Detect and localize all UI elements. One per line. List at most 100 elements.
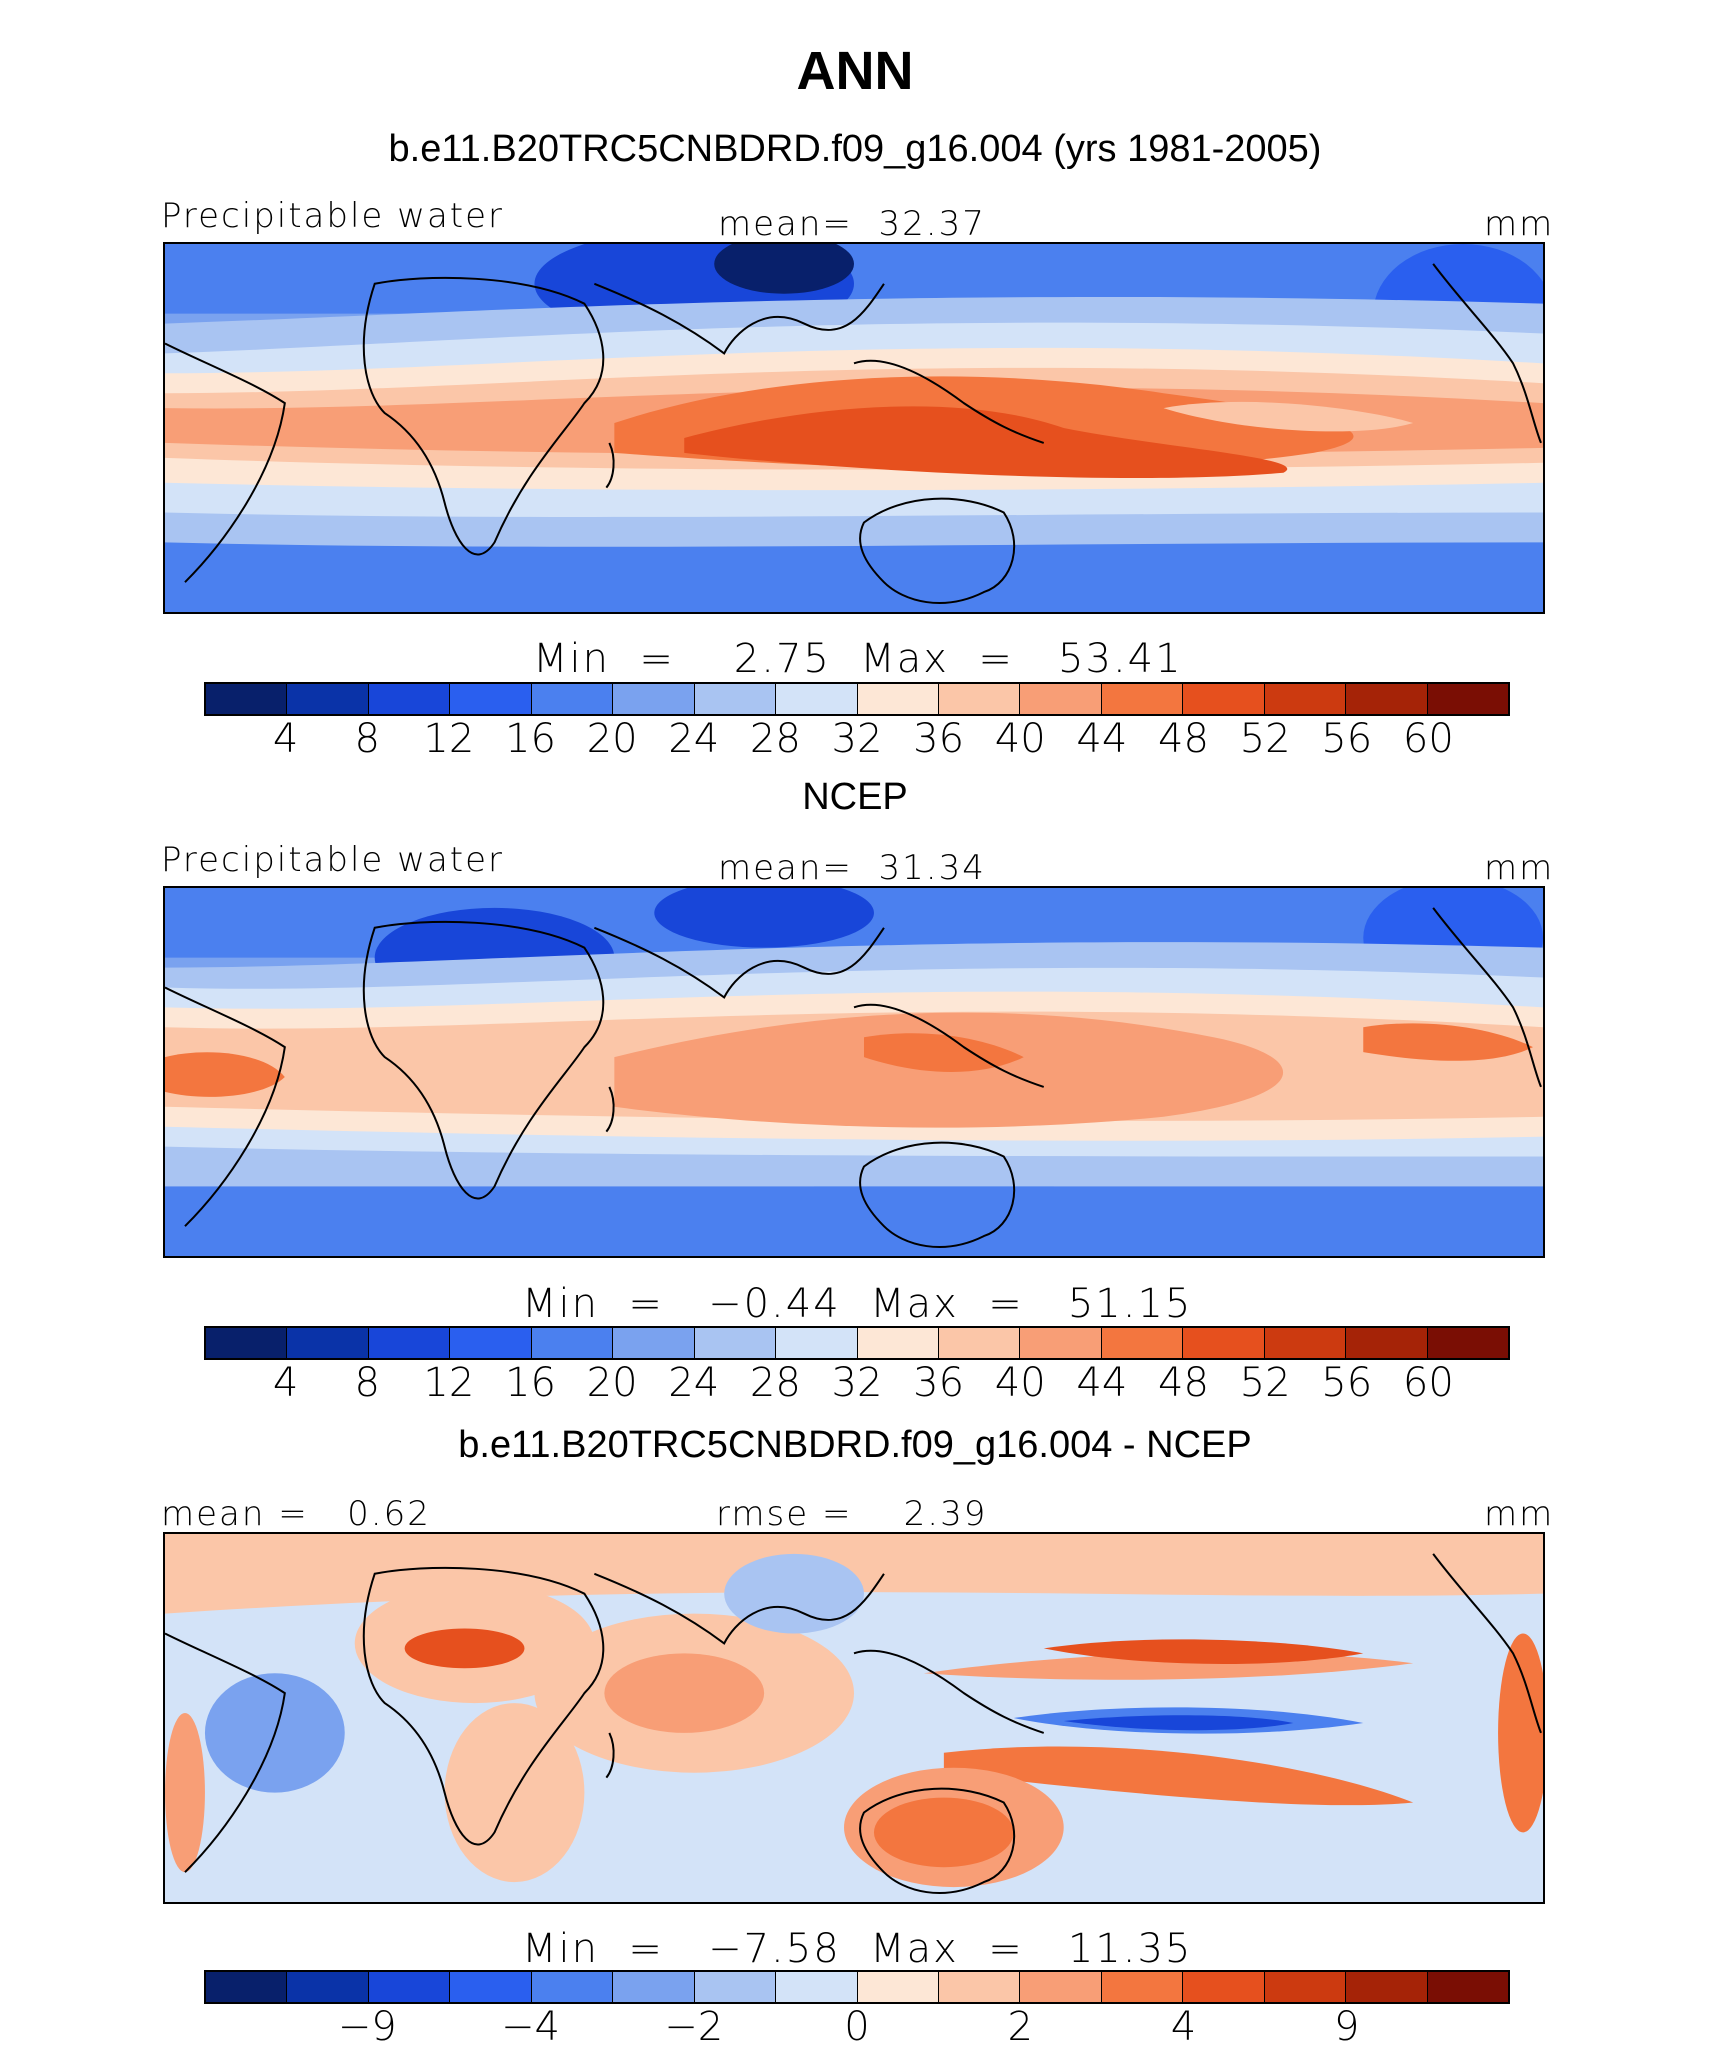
colorbar-box	[206, 684, 288, 714]
colorbar-tick-label: 32	[831, 1360, 883, 1406]
panel-2-variable-label: Precipitable water	[161, 840, 505, 880]
colorbar-tick-label: 2	[1007, 2004, 1033, 2050]
colorbar-box	[1264, 1972, 1347, 2002]
colorbar-box	[1183, 684, 1265, 714]
colorbar-tick-label: 24	[668, 716, 720, 762]
colorbar-box	[613, 1972, 695, 2002]
colorbar-box	[776, 684, 858, 714]
colorbar-box	[1346, 1328, 1428, 1358]
colorbar-box	[1264, 684, 1347, 714]
colorbar-box	[1264, 1328, 1347, 1358]
panel-3-mean-label: mean = 0.62	[161, 1494, 431, 1534]
panel-1-variable-label: Precipitable water	[161, 196, 505, 236]
colorbar-box	[1183, 1972, 1265, 2002]
panel-2-map	[163, 886, 1545, 1258]
colorbar-tick-label: 16	[505, 1360, 556, 1406]
panel-1-units-label: mm	[1484, 204, 1555, 244]
panel-2-subtitle: NCEP	[802, 776, 908, 818]
panel-2-units-label: mm	[1484, 848, 1555, 888]
colorbar-tick-label: 9	[1334, 2004, 1360, 2050]
panel-2-colorbar	[204, 1326, 1510, 1360]
colorbar-tick-label: 16	[505, 716, 556, 762]
colorbar-box	[694, 1972, 777, 2002]
colorbar-box	[1427, 684, 1508, 714]
colorbar-box	[857, 1328, 939, 1358]
panel-3-minmax: Min = −7.58 Max = 11.35	[522, 1926, 1193, 1972]
colorbar-box	[776, 1328, 858, 1358]
colorbar-box	[694, 684, 777, 714]
colorbar-box	[613, 1328, 695, 1358]
colorbar-tick-label: −4	[501, 2004, 560, 2050]
colorbar-tick-label: 60	[1402, 1360, 1454, 1406]
colorbar-box	[287, 1972, 369, 2002]
precipitable-water-ncep-map-icon	[165, 888, 1543, 1256]
colorbar-tick-label: −9	[337, 2004, 397, 2050]
panel-3-subtitle: b.e11.B20TRC5CNBDRD.f09_g16.004 - NCEP	[458, 1424, 1252, 1466]
colorbar-box	[938, 1328, 1021, 1358]
colorbar-box	[1020, 1972, 1102, 2002]
colorbar-box	[287, 684, 369, 714]
colorbar-box	[450, 1972, 532, 2002]
colorbar-tick-label: 52	[1239, 716, 1291, 762]
colorbar-tick-label: 44	[1076, 716, 1128, 762]
colorbar-tick-label: 40	[994, 716, 1046, 762]
colorbar-box	[1101, 1328, 1184, 1358]
colorbar-box	[1346, 684, 1428, 714]
colorbar-tick-label: 28	[749, 716, 801, 762]
colorbar-tick-label: 4	[272, 716, 299, 762]
colorbar-tick-label: 48	[1158, 716, 1209, 762]
colorbar-tick-label: 40	[994, 1360, 1046, 1406]
colorbar-box	[694, 1328, 777, 1358]
colorbar-box	[1101, 684, 1184, 714]
colorbar-box	[450, 684, 532, 714]
panel-1-map	[163, 242, 1545, 614]
colorbar-tick-label: 56	[1321, 1360, 1373, 1406]
colorbar-box	[857, 1972, 939, 2002]
colorbar-tick-label: 8	[354, 1360, 380, 1406]
panel-2-colorbar-ticks: 4 8 12 16 20 24 28 32 36 40 44 48 52 56 60	[0, 1360, 1710, 1406]
colorbar-tick-label: 12	[423, 1360, 475, 1406]
page-title: ANN	[796, 41, 914, 101]
colorbar-tick-label: 8	[354, 716, 380, 762]
colorbar-box	[206, 1328, 288, 1358]
colorbar-tick-label: 36	[913, 1360, 965, 1406]
colorbar-tick-label: 20	[586, 1360, 638, 1406]
colorbar-tick-label: 56	[1321, 716, 1373, 762]
panel-2-minmax: Min = −0.44 Max = 51.15	[522, 1281, 1193, 1327]
colorbar-tick-label: 20	[586, 716, 638, 762]
panel-2-mean-label: mean= 31.34	[718, 848, 986, 888]
colorbar-box	[531, 1328, 614, 1358]
colorbar-box	[1020, 684, 1102, 714]
panel-3-colorbar	[204, 1970, 1510, 2004]
colorbar-tick-label: −2	[664, 2004, 724, 2050]
colorbar-box	[1427, 1328, 1508, 1358]
colorbar-box	[368, 1972, 451, 2002]
colorbar-box	[368, 684, 451, 714]
colorbar-box	[613, 684, 695, 714]
colorbar-tick-label: 4	[1170, 2004, 1197, 2050]
colorbar-box	[368, 1328, 451, 1358]
panel-3-units-label: mm	[1484, 1494, 1555, 1534]
colorbar-box	[938, 1972, 1021, 2002]
colorbar-box	[1346, 1972, 1428, 2002]
panel-1-minmax: Min = 2.75 Max = 53.41	[533, 636, 1183, 682]
precipitable-water-model-map-icon	[165, 244, 1543, 612]
colorbar-box	[450, 1328, 532, 1358]
colorbar-box	[1183, 1328, 1265, 1358]
panel-1-subtitle: b.e11.B20TRC5CNBDRD.f09_g16.004 (yrs 198…	[388, 128, 1322, 170]
panel-1-colorbar	[204, 682, 1510, 716]
panel-3-rmse-label: rmse = 2.39	[716, 1494, 988, 1534]
precipitable-water-difference-map-icon	[165, 1534, 1543, 1902]
colorbar-tick-label: 28	[749, 1360, 801, 1406]
panel-1-colorbar-ticks: 4 8 12 16 20 24 28 32 36 40 44 48 52 56 60	[0, 716, 1710, 762]
colorbar-tick-label: 52	[1239, 1360, 1291, 1406]
colorbar-box	[857, 684, 939, 714]
colorbar-tick-label: 32	[831, 716, 883, 762]
colorbar-tick-label: 60	[1402, 716, 1454, 762]
panel-1-mean-label: mean= 32.37	[718, 204, 986, 244]
colorbar-box	[938, 684, 1021, 714]
colorbar-box	[531, 1972, 614, 2002]
colorbar-box	[287, 1328, 369, 1358]
colorbar-tick-label: 12	[423, 716, 475, 762]
colorbar-tick-label: 24	[668, 1360, 720, 1406]
